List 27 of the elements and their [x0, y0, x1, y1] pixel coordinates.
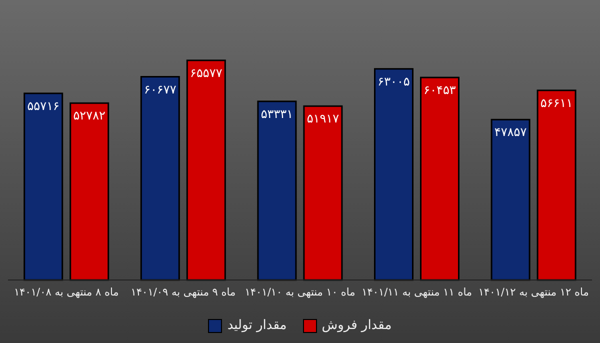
bar	[420, 76, 460, 281]
data-label: ۵۱۹۱۷	[306, 112, 340, 126]
data-label: ۵۵۷۱۶	[27, 98, 60, 113]
data-label: ۶۳۰۰۵	[378, 74, 410, 88]
legend-label: مقدار فروش	[322, 318, 392, 333]
data-label: ۵۳۳۳۱	[260, 106, 294, 121]
legend-label: مقدار تولید	[227, 318, 287, 333]
x-tick-label: ماه ۱۱ منتهی به ۱۴۰۱/۱۱	[362, 286, 472, 298]
x-tick-label: ماه ۱۰ منتهی به ۱۴۰۱/۱۰	[244, 286, 356, 298]
x-tick-label: ماه ۹ منتهی به ۱۴۰۱/۰۹	[130, 286, 236, 298]
data-label: ۶۰۴۵۳	[424, 83, 456, 97]
data-label: ۵۶۶۱۱	[540, 96, 573, 110]
bar	[24, 92, 64, 281]
bar	[536, 90, 576, 281]
bar	[490, 118, 530, 281]
data-label: ۴۷۸۵۷	[494, 125, 528, 140]
data-label: ۶۰۶۷۷	[144, 82, 177, 96]
bar	[140, 76, 180, 281]
bar	[257, 100, 297, 281]
bar	[303, 105, 343, 281]
data-label: ۵۲۷۸۲	[73, 108, 106, 123]
bar	[70, 102, 110, 281]
x-tick-label: ماه ۱۲ منتهی به ۱۴۰۱/۱۲	[478, 286, 589, 298]
x-tick-label: ماه ۸ منتهی به ۱۴۰۱/۰۸	[14, 286, 119, 298]
data-label: ۶۵۵۷۷	[190, 66, 223, 80]
bar	[374, 68, 414, 281]
bar	[186, 60, 226, 281]
